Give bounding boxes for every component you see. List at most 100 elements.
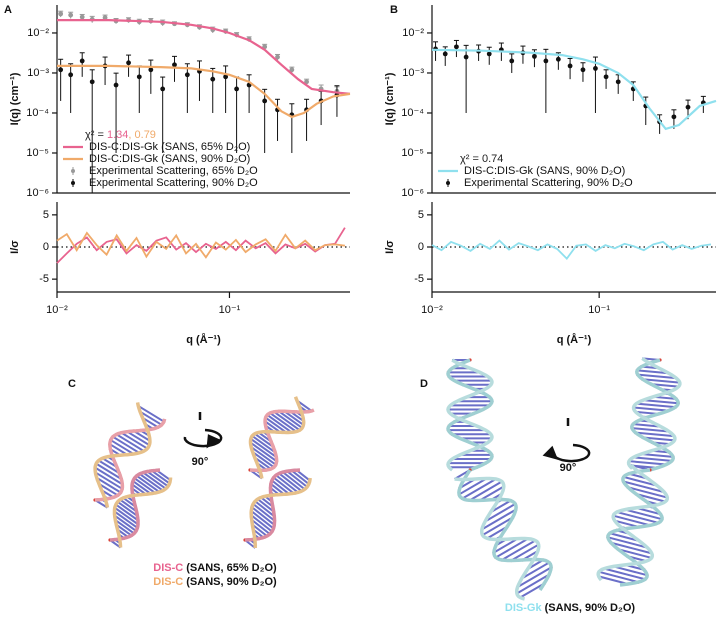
rotation-arrow bbox=[183, 428, 223, 448]
data-point bbox=[593, 66, 598, 71]
base-pair bbox=[116, 433, 145, 452]
fit-line bbox=[431, 48, 717, 131]
base-pair bbox=[490, 499, 512, 514]
backbone bbox=[446, 358, 494, 472]
chi2-part: 1.34 bbox=[107, 129, 128, 141]
data-point bbox=[58, 11, 64, 17]
data-point bbox=[289, 67, 295, 73]
base-pair bbox=[501, 539, 536, 561]
panel-label: B bbox=[390, 4, 398, 16]
chi2-part: , 0.79 bbox=[128, 129, 156, 141]
data-point bbox=[172, 62, 177, 68]
base-pair bbox=[109, 443, 128, 456]
backbone bbox=[606, 468, 664, 587]
base-pair bbox=[643, 399, 679, 405]
data-point bbox=[113, 82, 119, 88]
base-pair bbox=[114, 514, 137, 532]
base-pair bbox=[633, 406, 669, 412]
caption-detail: (SANS, 90% D₂O) bbox=[542, 602, 636, 614]
base-pair bbox=[250, 446, 277, 466]
base-pair bbox=[291, 469, 310, 485]
base-pair bbox=[627, 486, 668, 499]
base-pair bbox=[286, 470, 308, 488]
base-pair bbox=[481, 508, 517, 531]
base-pair bbox=[623, 475, 658, 487]
backbone bbox=[248, 396, 306, 479]
base-pair bbox=[283, 410, 305, 426]
base-pair bbox=[117, 501, 139, 517]
chi2-annotation: χ² = 1.34, 0.79 bbox=[85, 129, 156, 141]
x-tick-label: 10⁻¹ bbox=[219, 304, 241, 316]
backbone bbox=[626, 357, 682, 470]
data-point bbox=[234, 86, 239, 92]
base-pair bbox=[142, 416, 159, 429]
base-pair bbox=[631, 427, 670, 433]
data-point bbox=[126, 60, 131, 66]
base-pair bbox=[251, 506, 275, 526]
data-point bbox=[262, 98, 268, 104]
base-pair bbox=[98, 483, 119, 497]
legend-label: DIS-C:DIS-Gk (SANS, 90% D₂O) bbox=[464, 165, 625, 177]
legend-marker bbox=[446, 181, 450, 185]
base-pair bbox=[254, 500, 275, 518]
chi2-part: χ² = bbox=[85, 129, 107, 141]
chi2-annotation: χ² = 0.74 bbox=[460, 153, 503, 165]
panel-label: A bbox=[4, 4, 12, 16]
base-pair bbox=[115, 523, 132, 537]
base-pair bbox=[623, 480, 665, 494]
base-pair bbox=[636, 402, 676, 409]
base-pair bbox=[642, 378, 680, 384]
base-pair bbox=[479, 485, 505, 502]
base-pair bbox=[461, 478, 497, 500]
data-point bbox=[148, 67, 154, 73]
base-pair bbox=[250, 438, 277, 458]
base-pair bbox=[635, 431, 675, 438]
data-point bbox=[615, 79, 621, 85]
data-point bbox=[68, 72, 74, 78]
base-pair bbox=[249, 441, 278, 463]
base-pair bbox=[469, 480, 503, 502]
base-pair bbox=[282, 471, 306, 491]
legend-label: DIS-C:DIS-Gk (SANS, 90% D₂O) bbox=[89, 153, 250, 165]
residual-line bbox=[431, 239, 712, 260]
backbone bbox=[596, 463, 670, 582]
backbone bbox=[446, 358, 494, 472]
data-point bbox=[102, 15, 108, 21]
backbone bbox=[112, 477, 173, 548]
base-pair bbox=[598, 570, 639, 584]
data-point bbox=[486, 51, 492, 57]
base-pair bbox=[521, 561, 550, 580]
data-point bbox=[136, 74, 142, 80]
base-pair bbox=[481, 516, 514, 536]
caption-detail: (SANS, 65% D₂O) bbox=[183, 562, 277, 574]
rotation-label: 90° bbox=[560, 462, 577, 474]
base-pair bbox=[114, 519, 135, 535]
base-pair bbox=[271, 479, 290, 495]
base-pair bbox=[613, 565, 648, 577]
panel-label: C bbox=[68, 378, 76, 390]
y-tick-label: -5 bbox=[414, 273, 424, 285]
base-pair bbox=[609, 532, 640, 542]
base-pair bbox=[517, 566, 552, 588]
data-point bbox=[223, 74, 229, 80]
base-pair bbox=[250, 510, 275, 530]
y-axis-label: I(q) (cm⁻¹) bbox=[9, 72, 21, 125]
backbone bbox=[249, 408, 315, 473]
base-pair bbox=[98, 459, 120, 475]
base-pair bbox=[252, 451, 275, 469]
base-pair bbox=[610, 541, 653, 555]
base-pair bbox=[254, 432, 274, 448]
y-tick-label: 10⁻⁵ bbox=[401, 147, 424, 159]
base-pair bbox=[266, 414, 293, 434]
caption-name: DIS-C bbox=[153, 576, 183, 588]
base-pair bbox=[110, 439, 134, 455]
y-tick-label: 10⁻³ bbox=[402, 67, 424, 79]
base-pair bbox=[635, 493, 666, 503]
rotation-label: 90° bbox=[192, 456, 209, 468]
base-pair bbox=[142, 471, 167, 490]
legend-marker bbox=[71, 181, 75, 185]
data-point bbox=[58, 67, 64, 73]
base-pair bbox=[637, 373, 677, 380]
data-point bbox=[275, 54, 280, 60]
base-pair bbox=[113, 510, 138, 529]
